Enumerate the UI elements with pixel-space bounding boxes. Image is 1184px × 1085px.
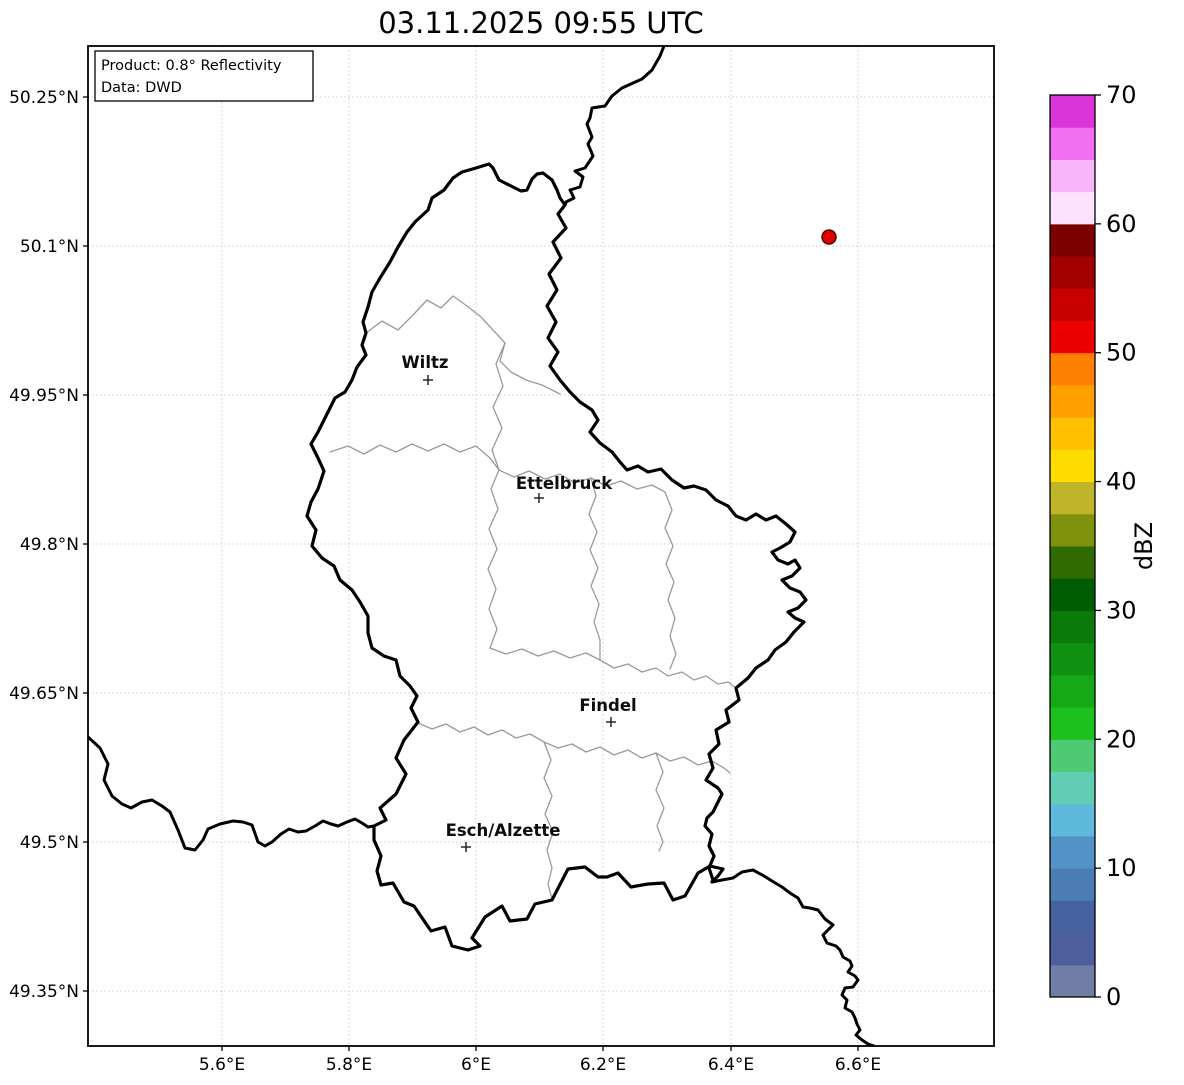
y-tick-label: 50.1°N — [20, 237, 79, 257]
city-label: Esch/Alzette — [446, 821, 561, 840]
gridlines — [88, 46, 994, 1046]
belgium-france-border — [88, 735, 376, 852]
x-tick-label: 6°E — [461, 1055, 491, 1075]
france-germany-border — [710, 868, 876, 1046]
colorbar-axis-label: dBZ — [1130, 522, 1158, 570]
y-tick-label: 49.65°N — [9, 684, 79, 704]
canton-borders — [329, 295, 738, 900]
canton-border-line — [489, 647, 601, 661]
map-borders — [88, 46, 876, 1046]
canton-border-line — [365, 295, 561, 395]
canton-border-line — [487, 469, 500, 649]
y-tick-label: 49.5°N — [20, 833, 79, 853]
y-tick-label: 50.25°N — [9, 88, 79, 108]
colorbar-segment — [1050, 900, 1095, 934]
colorbar-segment — [1050, 707, 1095, 740]
colorbar-segment — [1050, 835, 1095, 869]
colorbar-tick-label: 40 — [1106, 468, 1137, 496]
x-tick-label: 5.6°E — [199, 1055, 245, 1075]
canton-border-line — [498, 469, 666, 493]
colorbar-segment — [1050, 610, 1095, 644]
colorbar-segment — [1050, 95, 1095, 128]
canton-border-line — [417, 722, 545, 743]
colorbar-segment — [1050, 127, 1095, 160]
city-label: Ettelbruck — [516, 474, 613, 493]
colorbar-segment — [1050, 513, 1095, 547]
x-axis: 5.6°E 5.8°E 6°E 6.2°E 6.4°E 6.6°E — [199, 1046, 881, 1075]
x-tick-label: 5.8°E — [326, 1055, 372, 1075]
x-tick-label: 6.2°E — [580, 1055, 626, 1075]
city-annotation: Esch/Alzette — [446, 821, 561, 852]
colorbar-segment — [1050, 642, 1095, 676]
colorbar-segment — [1050, 384, 1095, 418]
colorbar-segment — [1050, 546, 1095, 579]
colorbar-tick-label: 20 — [1106, 725, 1137, 753]
canton-border-line — [543, 741, 731, 774]
colorbar-tick-label: 70 — [1106, 81, 1137, 109]
colorbar-tick-label: 30 — [1106, 596, 1137, 624]
city-label: Findel — [579, 696, 636, 715]
colorbar-segment — [1050, 256, 1095, 289]
colorbar-segment — [1050, 771, 1095, 805]
colorbar-segment — [1050, 223, 1095, 257]
colorbar-tick-label: 60 — [1106, 210, 1137, 238]
product-info-line: Product: 0.8° Reflectivity — [101, 58, 282, 74]
colorbar-segment — [1050, 352, 1095, 386]
colorbar-tick-label: 10 — [1106, 854, 1137, 882]
colorbar-segment — [1050, 803, 1095, 837]
colorbar-segment — [1050, 481, 1095, 515]
product-info-box-frame — [94, 50, 314, 102]
colorbar-segment — [1050, 964, 1095, 998]
canton-border-line — [543, 741, 554, 900]
colorbar-ticks: 0 10 20 30 40 50 60 70 — [1095, 81, 1137, 1011]
canton-border-line — [599, 659, 738, 690]
x-tick-label: 6.4°E — [708, 1055, 754, 1075]
country-borders — [88, 46, 876, 1046]
colorbar-segment — [1050, 159, 1095, 193]
colorbar-tick-label: 50 — [1106, 339, 1137, 367]
canton-border-line — [329, 443, 500, 471]
colorbar-segment — [1050, 417, 1095, 450]
colorbar-segment — [1050, 288, 1095, 321]
colorbar-segment — [1050, 320, 1095, 354]
y-tick-label: 49.95°N — [9, 386, 79, 406]
colorbar-segment — [1050, 932, 1095, 966]
data-source-line: Data: DWD — [101, 80, 182, 96]
y-tick-label: 49.8°N — [20, 535, 79, 555]
canton-border-line — [655, 752, 665, 852]
radar-site-marker — [821, 229, 837, 245]
colorbar-segment — [1050, 191, 1095, 225]
city-annotations: Wiltz Ettelbruck Findel Esch/Alzette — [401, 353, 637, 852]
colorbar-segment — [1050, 674, 1095, 708]
colorbar-segments — [1050, 95, 1095, 998]
colorbar-tick-label: 0 — [1106, 983, 1121, 1011]
colorbar-segment — [1050, 868, 1095, 901]
canton-border-line — [664, 491, 677, 670]
city-annotation: Findel — [579, 696, 637, 727]
luxembourg-border — [305, 162, 808, 952]
canton-border-line — [491, 342, 506, 471]
colorbar-segment — [1050, 449, 1095, 483]
colorbar-segment — [1050, 739, 1095, 772]
belgium-germany-border — [563, 46, 666, 207]
plot-frame — [87, 45, 995, 1047]
city-annotation: Ettelbruck — [516, 474, 613, 503]
product-info-box: Product: 0.8° Reflectivity Data: DWD — [94, 50, 314, 102]
city-label: Wiltz — [401, 353, 448, 372]
city-annotation: Wiltz — [401, 353, 449, 385]
x-tick-label: 6.6°E — [835, 1055, 881, 1075]
figure-title: 03.11.2025 09:55 UTC — [378, 6, 704, 40]
y-tick-label: 49.35°N — [9, 982, 79, 1002]
canton-border-line — [588, 477, 601, 661]
y-axis: 50.25°N 50.1°N 49.95°N 49.8°N 49.65°N 49.5°N 4… — [9, 88, 88, 1002]
colorbar-segment — [1050, 578, 1095, 611]
colorbar-frame — [1049, 94, 1096, 998]
